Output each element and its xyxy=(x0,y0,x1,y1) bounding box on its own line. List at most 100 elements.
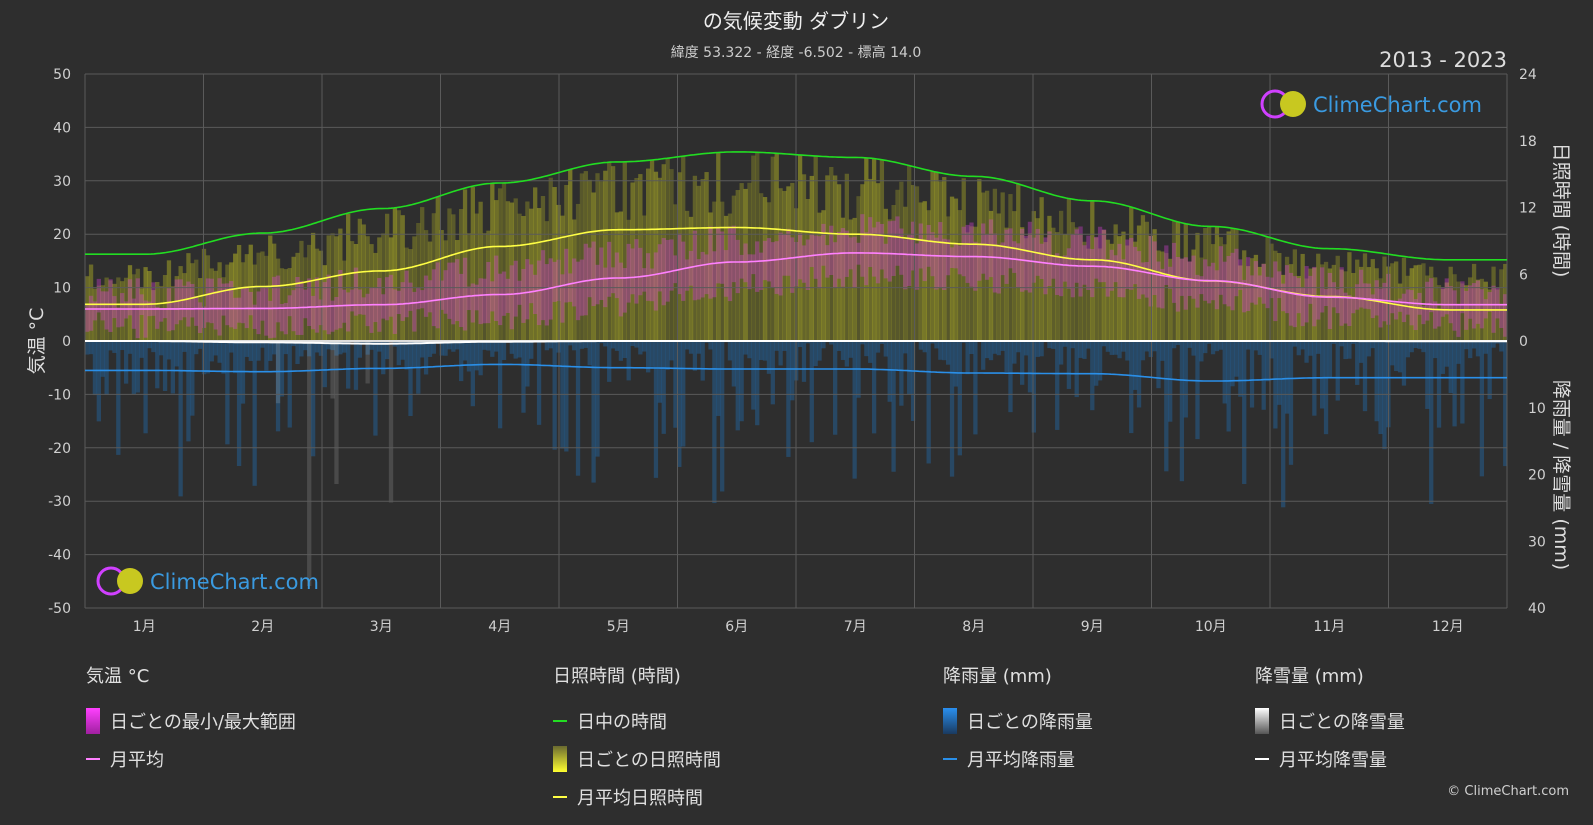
rain-bar xyxy=(1140,341,1146,361)
temp-range-bar xyxy=(942,238,947,290)
rain-bar xyxy=(252,341,257,486)
rain-bar xyxy=(455,341,460,350)
sunshine-bar xyxy=(112,283,117,341)
rain-bar xyxy=(770,341,775,405)
rain-bar xyxy=(544,341,550,351)
sunshine-bar xyxy=(1222,244,1227,341)
sunshine-bar xyxy=(490,183,495,341)
rain-bar xyxy=(1464,341,1469,350)
sunshine-bar xyxy=(310,232,316,341)
rain-bar xyxy=(1257,341,1262,355)
rain-bar xyxy=(786,341,791,457)
rain-bar xyxy=(805,341,811,344)
temp-range-bar xyxy=(264,286,269,336)
copyright: © ClimeChart.com xyxy=(1447,784,1569,799)
temp-range-bar xyxy=(131,298,137,329)
period-label: 2013 - 2023 xyxy=(1379,48,1507,72)
temp-range-bar xyxy=(381,294,386,319)
temp-range-bar xyxy=(1300,287,1305,327)
sunshine-bar xyxy=(1249,258,1255,341)
rain-bar xyxy=(1378,341,1383,435)
temp-range-bar xyxy=(610,267,616,294)
temp-range-bar xyxy=(1304,266,1309,323)
sunshine-bar xyxy=(466,233,472,341)
rain-bar xyxy=(813,341,818,367)
sunshine-bar xyxy=(922,201,927,341)
temp-range-bar xyxy=(1238,259,1243,290)
rain-bar xyxy=(945,341,951,365)
rain-bar xyxy=(774,341,779,351)
left-tick-label: -50 xyxy=(48,601,71,617)
rain-bar xyxy=(236,341,242,466)
temp-range-bar xyxy=(973,241,978,291)
x-tick-label: 6月 xyxy=(725,619,748,635)
rain-bar xyxy=(396,341,401,366)
sunshine-bar xyxy=(942,177,947,341)
temp-range-bar xyxy=(369,287,374,333)
sunshine-bar xyxy=(1238,265,1243,341)
rain-bar xyxy=(521,341,526,413)
sunshine-bar xyxy=(1331,264,1336,341)
rain-bar xyxy=(630,341,635,346)
sunshine-bar xyxy=(1436,285,1442,341)
temp-range-bar xyxy=(860,214,865,277)
temp-range-bar xyxy=(945,239,951,276)
left-tick-label: -20 xyxy=(48,441,71,457)
sunshine-bar xyxy=(918,202,924,341)
x-tick-label: 10月 xyxy=(1195,619,1227,635)
sunshine-bar xyxy=(587,179,592,341)
sunshine-bar xyxy=(607,162,612,341)
sunshine-bar xyxy=(1132,241,1138,341)
rain-bar xyxy=(949,341,955,477)
sunshine-bar xyxy=(961,178,966,341)
sunshine-bar xyxy=(1175,221,1181,341)
legend-sun-avg-swatch xyxy=(553,796,567,798)
rain-bar xyxy=(852,341,857,479)
temp-range-bar xyxy=(1327,272,1333,329)
left-tick-label: -10 xyxy=(48,387,71,403)
rain-bar xyxy=(891,341,896,472)
rain-bar xyxy=(1366,341,1372,357)
temp-range-bar xyxy=(256,291,261,335)
temp-range-bar xyxy=(957,245,962,275)
rain-bar xyxy=(1292,341,1298,347)
sunshine-bar xyxy=(1277,252,1282,341)
sunshine-bar xyxy=(1366,267,1372,341)
x-tick-label: 7月 xyxy=(844,619,867,635)
rain-bar xyxy=(1004,341,1009,372)
temp-range-bar xyxy=(883,243,888,279)
rain-bar xyxy=(1339,341,1344,347)
temp-range-bar xyxy=(1062,255,1068,282)
rain-bar xyxy=(1456,341,1461,364)
sunshine-bar xyxy=(264,255,269,341)
sunshine-bar xyxy=(427,241,433,341)
temp-range-bar xyxy=(755,241,760,292)
temp-range-bar xyxy=(1113,255,1118,283)
rain-bar xyxy=(790,341,795,401)
x-tick-label: 9月 xyxy=(1081,619,1104,635)
temp-range-bar xyxy=(182,285,187,318)
sunshine-bar xyxy=(162,275,168,341)
sunshine-bar xyxy=(501,182,507,341)
rain-bar xyxy=(942,341,947,361)
rain-bar xyxy=(338,341,343,355)
sunshine-bar xyxy=(883,208,888,341)
rain-bar xyxy=(1230,341,1235,387)
temp-range-bar xyxy=(92,301,98,321)
sunshine-bar xyxy=(560,215,565,341)
sunshine-bar xyxy=(1378,278,1383,341)
temp-range-bar xyxy=(739,254,744,279)
rain-bar xyxy=(988,341,994,361)
temp-range-bar xyxy=(536,260,542,326)
temp-range-bar xyxy=(1027,221,1033,293)
rain-bar xyxy=(797,341,803,348)
temp-range-bar xyxy=(895,216,900,266)
sunshine-bar xyxy=(1136,225,1142,341)
sunshine-bar xyxy=(833,175,838,341)
rain-bar xyxy=(595,341,600,457)
rain-bar xyxy=(1132,341,1138,390)
sunshine-bar xyxy=(279,268,285,341)
rain-bar xyxy=(1288,341,1294,465)
rain-bar xyxy=(1499,341,1504,352)
